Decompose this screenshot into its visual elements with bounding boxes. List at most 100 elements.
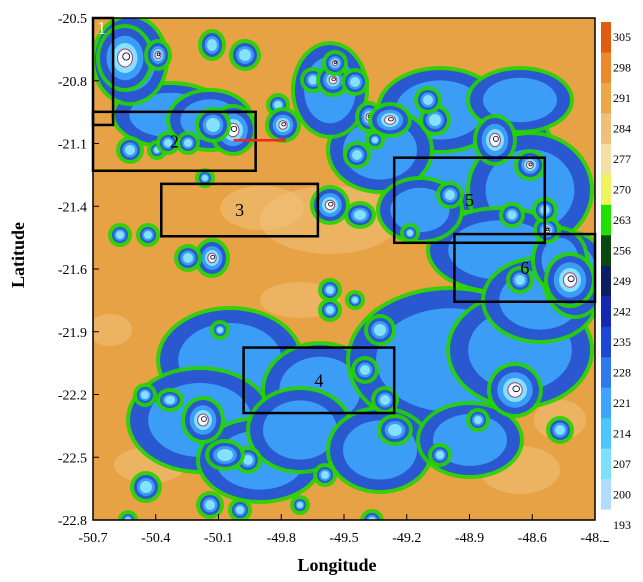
colorbar-label: 298 xyxy=(613,61,631,75)
cloud-cell xyxy=(360,509,384,520)
cloud-cell xyxy=(318,298,342,322)
cloud-cell xyxy=(265,107,301,143)
x-tick-label: -50.1 xyxy=(204,531,233,546)
colorbar-swatch xyxy=(601,418,611,450)
cloud-cell xyxy=(116,136,144,164)
cloud-cell xyxy=(377,414,413,446)
colorbar-swatch xyxy=(601,509,611,541)
colorbar-label: 256 xyxy=(613,244,631,258)
cloud-cell xyxy=(344,201,376,229)
cloud-cell xyxy=(546,416,574,444)
cloud-cell xyxy=(290,495,310,515)
cloud-cell xyxy=(487,362,543,418)
colorbar-swatch xyxy=(601,22,611,53)
x-tick-label: -48.9 xyxy=(455,531,484,546)
y-tick-label: -21.1 xyxy=(58,138,87,153)
light-ground-patch xyxy=(93,314,132,346)
cloud-cell xyxy=(343,141,371,169)
colorbar-swatch xyxy=(601,143,611,175)
y-tick-label: -21.4 xyxy=(58,200,87,215)
colorbar-swatch xyxy=(601,235,611,267)
region-label: 3 xyxy=(235,200,244,220)
cloud-cell xyxy=(156,388,184,412)
region-boxes: 1 2 3 4 5 6 xyxy=(91,16,597,415)
cloud-cell xyxy=(514,149,546,181)
region-label: 4 xyxy=(314,370,323,390)
map-plot-area xyxy=(93,18,595,520)
cloud-cell xyxy=(341,68,369,96)
cloud-cell xyxy=(313,463,337,487)
cloud-cell xyxy=(414,86,442,114)
cloud-cell xyxy=(364,314,396,346)
cloud-cell xyxy=(205,439,245,471)
cloud-cell xyxy=(318,278,342,302)
region-label: 2 xyxy=(170,131,179,151)
colorbar-swatch xyxy=(601,82,611,114)
colorbar-label: 270 xyxy=(613,183,631,197)
region-box xyxy=(242,346,396,415)
colorbar-label: 200 xyxy=(613,487,631,501)
cloud-cell xyxy=(351,356,379,384)
colorbar: 305 298 291 284 277 270 263 256 249 242 235 228 221 2… xyxy=(601,22,631,541)
colorbar-label: 291 xyxy=(613,91,631,105)
x-tick-label: -50.4 xyxy=(141,531,170,546)
colorbar-label: 284 xyxy=(613,122,631,136)
cloud-cell xyxy=(229,39,261,71)
x-tick-label: -48.6 xyxy=(518,531,547,546)
colorbar-swatch xyxy=(601,387,611,419)
cloud-field xyxy=(93,18,595,520)
colorbar-label: 193 xyxy=(613,518,631,532)
cloud-cell xyxy=(365,130,385,150)
cloud-cell xyxy=(130,471,162,503)
colorbar-label: 221 xyxy=(613,396,631,410)
colorbar-label: 214 xyxy=(613,426,631,440)
y-tick-label: -20.5 xyxy=(58,12,87,27)
cloud-cell xyxy=(310,185,350,225)
colorbar-swatch xyxy=(601,52,611,84)
cloud-cell xyxy=(473,114,517,166)
x-axis-ticks: -50.7 -50.4 -50.1 -49.8 -49.5 -49.2 -48.9 -48.6… xyxy=(78,514,610,546)
region-3: 3 xyxy=(160,182,320,238)
cloud-cell xyxy=(176,131,200,155)
colorbar-swatch xyxy=(601,296,611,328)
cloud-cell xyxy=(210,320,230,340)
cloud-cell xyxy=(133,383,157,407)
cloud-cell xyxy=(466,408,490,432)
cloud-cell xyxy=(144,39,172,71)
cloud-cell xyxy=(499,202,525,228)
cloud-cell xyxy=(174,244,202,272)
cloud-cell xyxy=(228,498,252,520)
x-tick-label: -50.7 xyxy=(78,531,107,546)
region-label: 1 xyxy=(97,18,106,38)
colorbar-swatch xyxy=(601,448,611,480)
cloud-cell xyxy=(194,238,230,278)
cloud-cell xyxy=(322,50,348,76)
y-tick-label: -21.9 xyxy=(58,326,87,341)
colorbar-swatch xyxy=(601,174,611,206)
cloud-cell xyxy=(108,223,132,247)
y-tick-label: -21.6 xyxy=(58,263,87,278)
colorbar-label: 207 xyxy=(613,457,631,471)
light-ground-patch xyxy=(220,186,304,230)
y-tick-label: -20.8 xyxy=(58,75,87,90)
colorbar-label: 235 xyxy=(613,335,631,349)
cloud-cell xyxy=(326,406,434,494)
colorbar-label: 277 xyxy=(613,152,631,166)
region-4: 4 xyxy=(242,346,396,415)
cloud-cell xyxy=(195,107,231,143)
x-axis-label: Longitude xyxy=(297,555,376,575)
colorbar-label: 305 xyxy=(613,30,631,44)
y-axis-label: Latitude xyxy=(8,222,28,288)
x-tick-label: -49.8 xyxy=(267,531,296,546)
colorbar-swatch xyxy=(601,479,611,511)
x-tick-label: -49.5 xyxy=(329,531,358,546)
colorbar-label: 242 xyxy=(613,304,631,318)
colorbar-label: 263 xyxy=(613,213,631,227)
y-axis-ticks: -20.5 -20.8 -21.1 -21.4 -21.6 -21.9 -22.2 -22.5… xyxy=(58,12,99,529)
x-tick-label: -49.2 xyxy=(392,531,421,546)
colorbar-swatch xyxy=(601,204,611,236)
y-tick-label: -22.8 xyxy=(58,514,87,529)
region-label: 6 xyxy=(520,258,529,278)
